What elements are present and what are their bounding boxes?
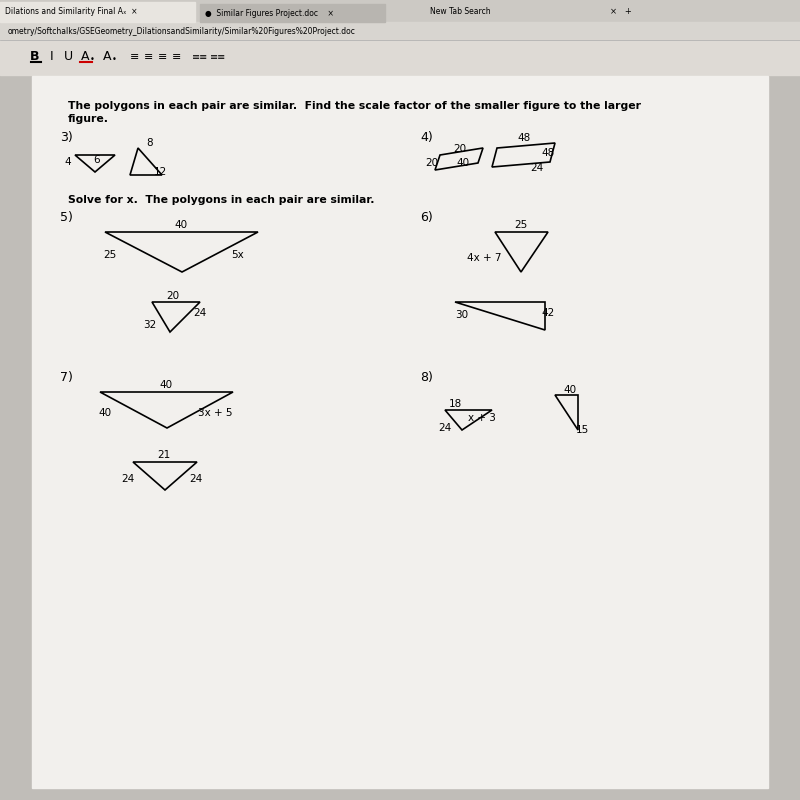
Text: 5x: 5x <box>232 250 244 260</box>
Text: 24: 24 <box>122 474 134 484</box>
Bar <box>200 4 385 22</box>
Text: 8): 8) <box>420 371 433 385</box>
Text: I: I <box>50 50 54 63</box>
Text: New Tab Search: New Tab Search <box>430 7 490 17</box>
Text: 20: 20 <box>454 144 466 154</box>
Text: 40: 40 <box>159 380 173 390</box>
Text: 24: 24 <box>438 423 452 433</box>
Text: 18: 18 <box>448 399 462 409</box>
Text: Solve for x.  The polygons in each pair are similar.: Solve for x. The polygons in each pair a… <box>68 195 374 205</box>
Text: 24: 24 <box>530 163 544 173</box>
Text: •: • <box>111 55 117 65</box>
Text: 25: 25 <box>514 220 528 230</box>
Text: 48: 48 <box>542 148 554 158</box>
Text: figure.: figure. <box>68 114 109 124</box>
Bar <box>32 76 768 788</box>
Text: ●  Similar Figures Project.doc    ×: ● Similar Figures Project.doc × <box>205 9 334 18</box>
Text: ≡: ≡ <box>144 52 154 62</box>
Text: x + 3: x + 3 <box>468 413 496 423</box>
Text: 4: 4 <box>65 157 71 167</box>
Text: 21: 21 <box>158 450 170 460</box>
Text: 40: 40 <box>457 158 470 168</box>
Text: 24: 24 <box>190 474 202 484</box>
Text: 30: 30 <box>455 310 469 320</box>
Text: •: • <box>90 55 94 65</box>
Text: 12: 12 <box>154 167 166 177</box>
Text: Dilations and Similarity Final Aₓ  ×: Dilations and Similarity Final Aₓ × <box>5 7 138 17</box>
Text: B: B <box>30 50 40 63</box>
Text: 42: 42 <box>542 308 554 318</box>
Text: 32: 32 <box>143 320 157 330</box>
Bar <box>0 40 800 75</box>
Text: 6: 6 <box>94 155 100 165</box>
Text: ≡: ≡ <box>158 52 168 62</box>
Text: 40: 40 <box>174 220 187 230</box>
Text: 4x + 7: 4x + 7 <box>466 253 502 263</box>
Text: ≡: ≡ <box>172 52 182 62</box>
Text: ≡≡: ≡≡ <box>210 52 226 62</box>
Text: 15: 15 <box>575 425 589 435</box>
Text: 6): 6) <box>420 211 433 225</box>
Text: 20: 20 <box>426 158 438 168</box>
Text: 24: 24 <box>194 308 206 318</box>
Text: 7): 7) <box>60 371 73 385</box>
Text: 8: 8 <box>146 138 154 148</box>
Text: 4): 4) <box>420 131 433 145</box>
Text: 3): 3) <box>60 131 73 145</box>
Text: A: A <box>81 50 90 63</box>
Text: A: A <box>102 50 111 63</box>
Bar <box>0 2 195 22</box>
Text: 40: 40 <box>563 385 577 395</box>
Text: 40: 40 <box>98 408 111 418</box>
Text: 20: 20 <box>166 291 179 301</box>
Text: ometry/Softchalks/GSEGeometry_DilationsandSimilarity/Similar%20Figures%20Project: ometry/Softchalks/GSEGeometry_Dilationsa… <box>8 26 356 35</box>
Text: ≡≡: ≡≡ <box>192 52 208 62</box>
Text: ≡: ≡ <box>130 52 140 62</box>
Text: 5): 5) <box>60 211 73 225</box>
Text: 3x + 5: 3x + 5 <box>198 408 232 418</box>
Text: 25: 25 <box>103 250 117 260</box>
Text: U: U <box>63 50 73 63</box>
Text: ×   +: × + <box>610 7 632 17</box>
Bar <box>0 0 800 22</box>
Text: The polygons in each pair are similar.  Find the scale factor of the smaller fig: The polygons in each pair are similar. F… <box>68 101 641 111</box>
Bar <box>0 22 800 40</box>
Text: 48: 48 <box>518 133 530 143</box>
